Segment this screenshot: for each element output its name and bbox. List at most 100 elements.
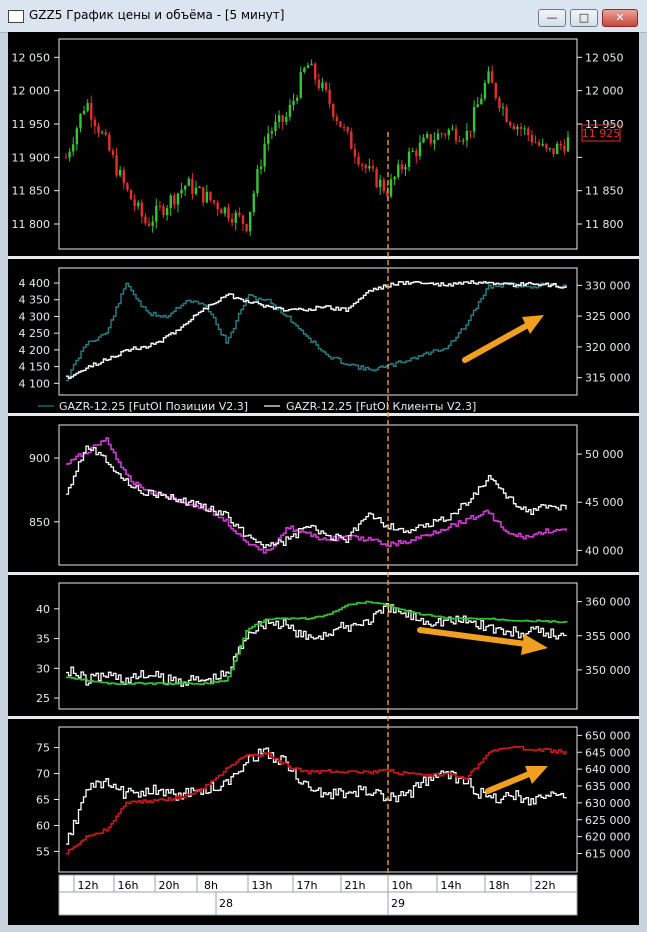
candle-body <box>393 176 396 180</box>
candle-body <box>256 169 259 194</box>
candle-body <box>230 218 234 223</box>
candle-body <box>462 140 465 142</box>
time-axis[interactable] <box>58 874 578 916</box>
candle-body <box>79 113 82 129</box>
candle-body <box>292 100 295 105</box>
candle-body <box>133 199 136 207</box>
candle-body <box>548 148 552 150</box>
minimize-button[interactable]: — <box>538 9 566 27</box>
candle-body <box>516 126 519 130</box>
legend-clients: GAZR-12.25 [FutOI Клиенты V2.3] <box>286 400 476 413</box>
right-tick-label: 12 000 <box>585 85 624 98</box>
legend-positions: GAZR-12.25 [FutOI Позиции V2.3] <box>59 400 248 413</box>
candle-body <box>382 179 386 192</box>
candle-body <box>191 178 194 194</box>
candle-body <box>534 142 537 144</box>
candle-body <box>494 83 497 98</box>
indicator4-panel-frame <box>58 582 578 710</box>
left-tick-label: 850 <box>29 516 50 529</box>
candle-body <box>263 143 266 167</box>
candle-body <box>82 110 86 114</box>
close-button[interactable]: ✕ <box>602 9 638 27</box>
candle-body <box>303 67 306 72</box>
candle-body <box>162 206 165 216</box>
chart-window-icon <box>8 10 24 23</box>
candle-body <box>487 71 490 83</box>
candle-body <box>155 205 158 222</box>
time-axis-hour-label: 18h <box>489 879 510 892</box>
candle-body <box>537 142 541 146</box>
maximize-button[interactable]: □ <box>570 9 598 27</box>
price-panel-frame <box>58 38 578 250</box>
candle-body <box>389 179 393 197</box>
left-tick-label: 4 300 <box>19 310 51 323</box>
left-tick-label: 35 <box>36 633 50 646</box>
candle-body <box>342 127 346 129</box>
candle-body <box>183 185 187 190</box>
candle-body <box>108 134 111 151</box>
candle-body <box>245 223 248 232</box>
time-axis-hour-label: 10h <box>392 879 413 892</box>
candle-body <box>440 133 443 135</box>
series-line-magenta <box>66 437 567 554</box>
candle-body <box>234 212 237 223</box>
panel-divider[interactable] <box>8 572 639 575</box>
left-tick-label: 75 <box>36 742 50 755</box>
candle-body <box>559 143 562 146</box>
chart-area: 12 050 12 000 11 950 11 900 11 850 11 800 12 0… <box>8 32 639 925</box>
right-tick-label: 635 000 <box>585 780 631 793</box>
panel-divider[interactable] <box>8 256 639 259</box>
candle-body <box>295 97 299 101</box>
candle-body <box>433 139 436 144</box>
panel-divider[interactable] <box>8 716 639 719</box>
right-tick-label: 315 000 <box>585 372 631 385</box>
left-tick-label: 11 850 <box>12 185 51 198</box>
candle-body <box>285 116 288 122</box>
time-axis-hour-label: 12h <box>78 879 99 892</box>
panel-divider[interactable] <box>8 413 639 416</box>
candle-body <box>346 127 349 132</box>
right-tick-label: 40 000 <box>585 544 624 557</box>
candle-body <box>90 103 93 120</box>
right-tick-label: 645 000 <box>585 746 631 759</box>
candle-body <box>137 202 140 207</box>
time-axis-hour-label: 21h <box>345 879 366 892</box>
right-tick-label: 630 000 <box>585 797 631 810</box>
candle-body <box>400 164 404 170</box>
left-tick-label: 4 400 <box>19 277 51 290</box>
candle-body <box>97 126 100 133</box>
right-tick-label: 320 000 <box>585 341 631 354</box>
series-line-white <box>66 747 567 845</box>
candle-body <box>429 134 432 144</box>
series-line-green <box>66 600 568 686</box>
candle-body <box>310 63 313 66</box>
candle-body <box>158 205 162 207</box>
candle-body <box>223 207 227 214</box>
candle-body <box>165 208 169 216</box>
left-tick-label: 4 150 <box>19 361 51 374</box>
candle-body <box>566 137 570 152</box>
candle-body <box>281 115 284 122</box>
last-price-tag <box>581 124 621 142</box>
candle-body <box>523 128 526 130</box>
candle-body <box>169 195 172 209</box>
candle-body <box>115 155 118 176</box>
candle-body <box>252 193 255 212</box>
candle-body <box>212 200 216 203</box>
candle-body <box>555 143 559 155</box>
right-tick-label: 330 000 <box>585 279 631 292</box>
left-tick-label: 11 950 <box>12 118 51 131</box>
candle-body <box>324 82 328 90</box>
candle-body <box>277 115 281 122</box>
candle-body <box>75 128 79 145</box>
candle-body <box>436 133 440 140</box>
candle-body <box>104 132 107 135</box>
candle-body <box>375 168 378 188</box>
right-tick-label: 45 000 <box>585 496 624 509</box>
right-tick-label: 325 000 <box>585 310 631 323</box>
annotation-arrow-down <box>417 627 548 655</box>
candle-body <box>563 145 566 152</box>
left-tick-label: 11 800 <box>12 218 51 231</box>
candle-body <box>194 187 198 194</box>
time-axis-hour-label: 13h <box>252 879 273 892</box>
